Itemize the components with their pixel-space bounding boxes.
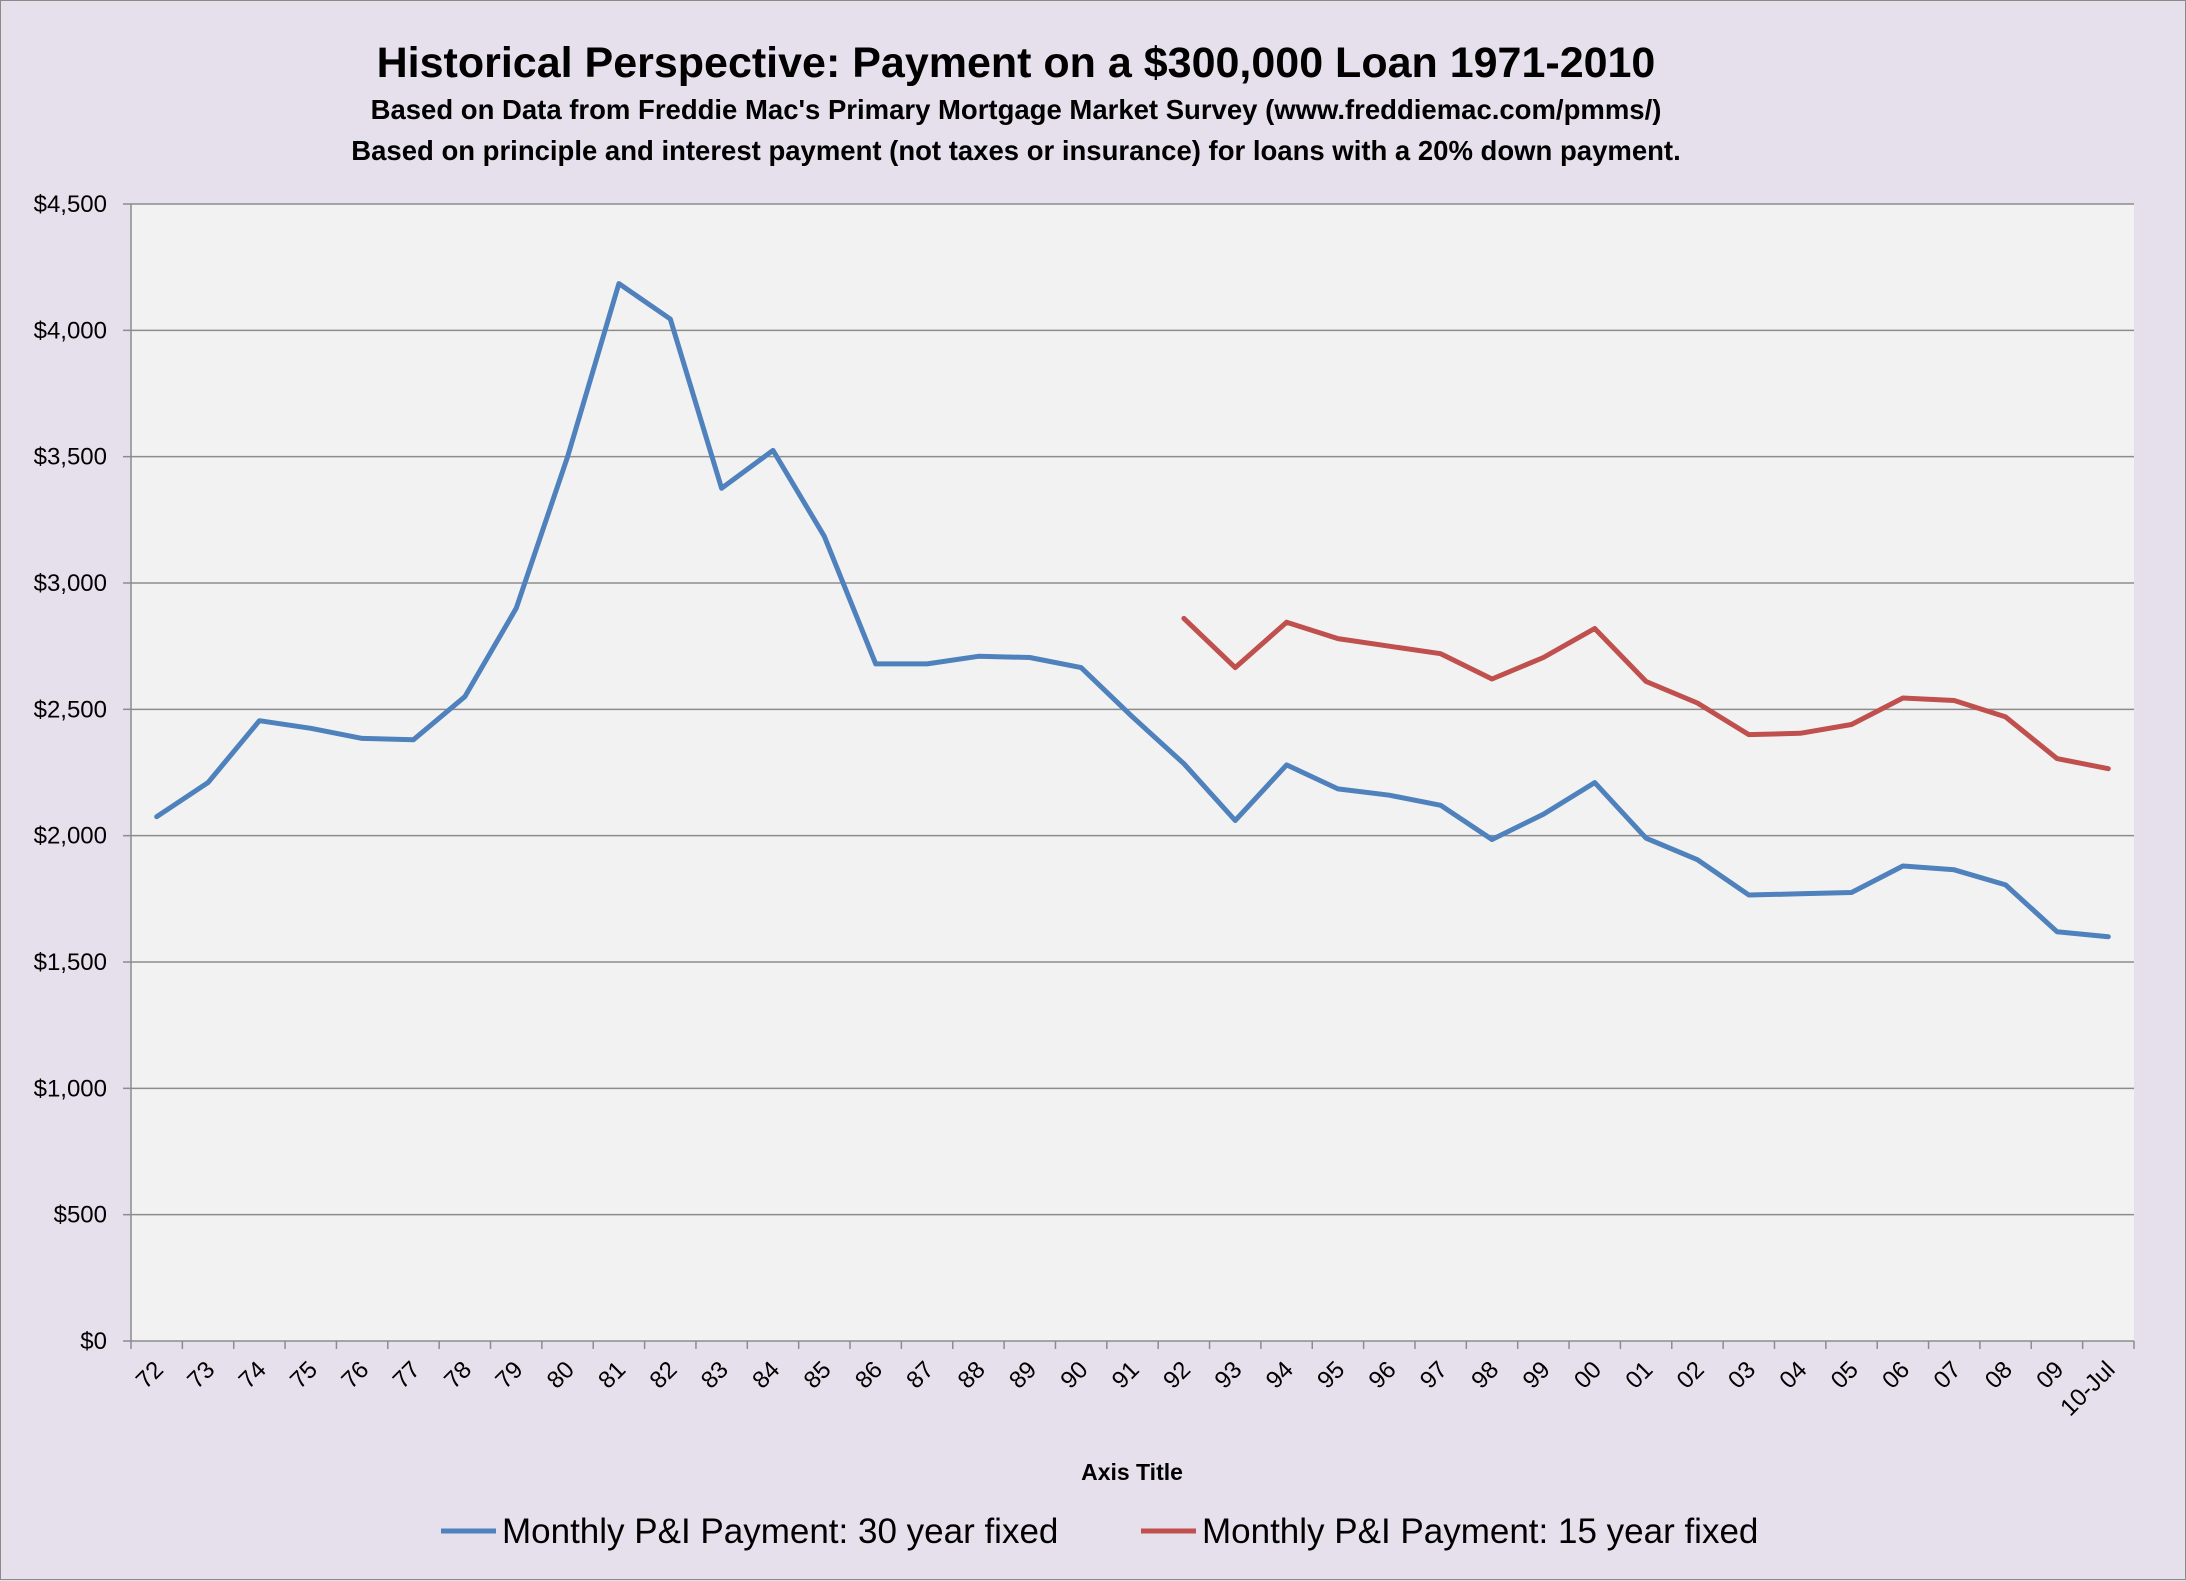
y-tick-label: $3,500: [34, 444, 107, 471]
legend-label-30yr: Monthly P&I Payment: 30 year fixed: [502, 1512, 1058, 1551]
y-tick-label: $3,000: [34, 570, 107, 597]
x-tick-label: 84: [747, 1356, 785, 1394]
x-tick-label: 06: [1877, 1356, 1915, 1394]
x-tick-label: 97: [1415, 1356, 1453, 1394]
x-tick-label: 77: [388, 1356, 426, 1394]
x-tick-label: 78: [439, 1356, 477, 1394]
chart-title: Historical Perspective: Payment on a $30…: [377, 39, 1656, 87]
plot-area: [131, 204, 2134, 1341]
legend: Monthly P&I Payment: 30 year fixed Month…: [441, 1512, 1758, 1551]
x-tick-label: 80: [542, 1356, 580, 1394]
y-tick-label: $1,500: [34, 949, 107, 976]
x-tick-label: 98: [1466, 1356, 1504, 1394]
x-tick-label: 08: [1980, 1356, 2018, 1394]
y-tick-label: $500: [54, 1202, 107, 1229]
x-tick-label: 92: [1158, 1356, 1196, 1394]
x-tick-label: 86: [850, 1356, 888, 1394]
legend-label-15yr: Monthly P&I Payment: 15 year fixed: [1202, 1512, 1758, 1551]
x-tick-label: 85: [799, 1356, 837, 1394]
x-tick-label: 83: [696, 1356, 734, 1394]
x-tick-label: 01: [1620, 1356, 1658, 1394]
y-tick-label: $1,000: [34, 1075, 107, 1102]
y-tick-label: $4,500: [34, 191, 107, 218]
x-tick-label: 94: [1261, 1356, 1299, 1394]
x-tick-label: 91: [1107, 1356, 1145, 1394]
y-tick-label: $4,000: [34, 317, 107, 344]
x-tick-label: 76: [336, 1356, 374, 1394]
x-tick-label: 95: [1312, 1356, 1350, 1394]
x-tick-label: 05: [1826, 1356, 1864, 1394]
x-axis-title: Axis Title: [1081, 1459, 1183, 1485]
chart-subtitle-2: Based on principle and interest payment …: [351, 135, 1680, 166]
x-tick-label: 87: [901, 1356, 939, 1394]
x-tick-label: 93: [1209, 1356, 1247, 1394]
x-tick-label: 09: [2031, 1356, 2069, 1394]
x-tick-label: 73: [182, 1356, 220, 1394]
chart-subtitle-1: Based on Data from Freddie Mac's Primary…: [371, 94, 1662, 125]
x-tick-label: 89: [1004, 1356, 1042, 1394]
x-tick-label: 82: [645, 1356, 683, 1394]
x-tick-label: 75: [285, 1356, 323, 1394]
x-tick-label: 02: [1672, 1356, 1710, 1394]
x-tick-label: 99: [1518, 1356, 1556, 1394]
x-tick-label: 00: [1569, 1356, 1607, 1394]
x-tick-label: 74: [234, 1356, 272, 1394]
x-tick-label: 81: [593, 1356, 631, 1394]
x-tick-label: 04: [1774, 1356, 1812, 1394]
x-tick-label: 88: [953, 1356, 991, 1394]
x-tick-label: 10-Jul: [2055, 1356, 2120, 1421]
x-tick-label: 07: [1929, 1356, 1967, 1394]
y-axis-ticks: $0 $500 $1,000 $1,500 $2,000 $2,500 $3,000 $3,5…: [34, 191, 131, 1355]
x-tick-label: 72: [131, 1356, 169, 1394]
y-tick-label: $0: [80, 1328, 107, 1355]
y-tick-label: $2,000: [34, 823, 107, 850]
x-tick-label: 03: [1723, 1356, 1761, 1394]
y-tick-label: $2,500: [34, 696, 107, 723]
x-tick-label: 96: [1364, 1356, 1402, 1394]
x-tick-label: 90: [1055, 1356, 1093, 1394]
x-tick-label: 79: [490, 1356, 528, 1394]
x-axis-ticks: 72 73 74 75 76 77 78 79 80 81 82 83 84 85 86 87 88 89 90 91…: [131, 1341, 2134, 1421]
